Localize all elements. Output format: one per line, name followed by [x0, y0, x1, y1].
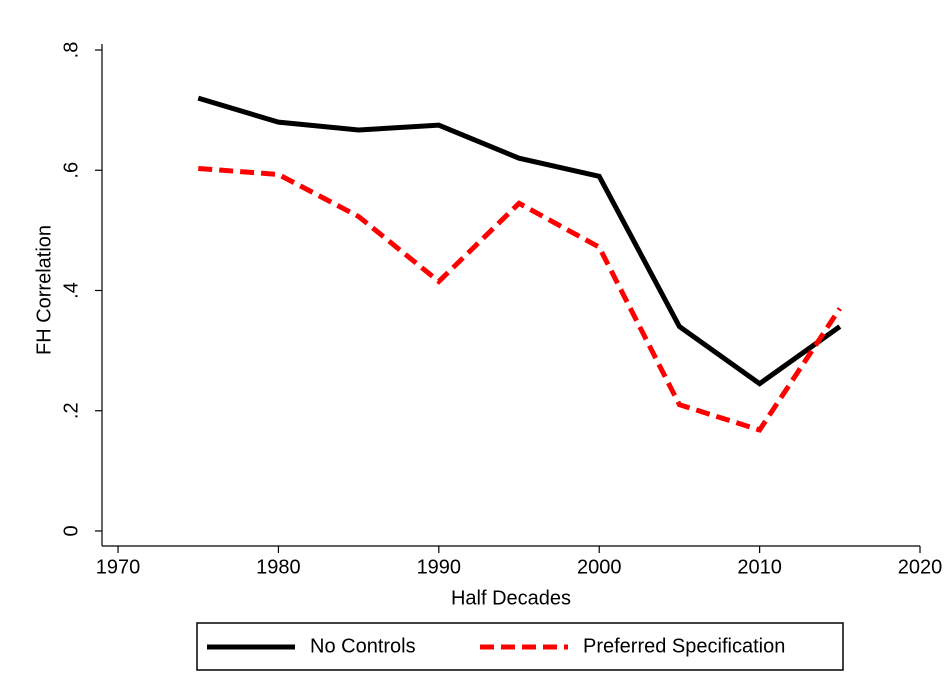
series-line [197, 95, 842, 387]
x-tick-label: 1970 [96, 556, 141, 578]
y-tick-label: .4 [60, 282, 82, 299]
y-tick-label: .6 [60, 162, 82, 179]
y-tick-label: .2 [60, 402, 82, 419]
legend-label: No Controls [310, 635, 416, 657]
x-tick-label: 1990 [417, 556, 462, 578]
x-tick-label: 1980 [256, 556, 301, 578]
x-axis-title: Half Decades [451, 587, 571, 609]
legend-box [196, 622, 844, 671]
x-tick-label: 2020 [898, 556, 943, 578]
legend-label: Preferred Specification [583, 635, 785, 657]
y-tick-label: .8 [60, 42, 82, 59]
y-axis-title: FH Correlation [33, 225, 55, 355]
x-tick-label: 2010 [737, 556, 782, 578]
x-tick-label: 2000 [577, 556, 622, 578]
y-tick-label: 0 [60, 525, 82, 536]
series-line [198, 165, 842, 433]
